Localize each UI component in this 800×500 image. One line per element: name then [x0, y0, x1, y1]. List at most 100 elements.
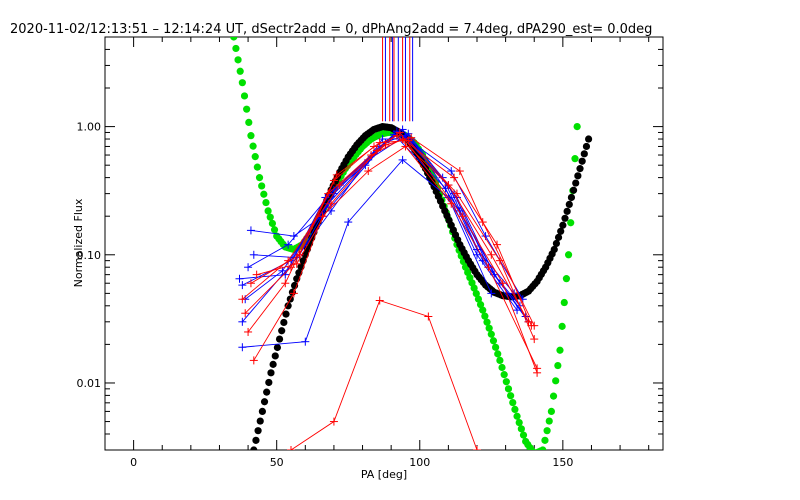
y-axis-label: Normalized Flux — [72, 198, 85, 287]
chart-title: 2020-11-02/12:13:51 – 12:14:24 UT, dSect… — [10, 22, 652, 37]
green-model-point — [253, 163, 261, 171]
red-6-point — [498, 279, 507, 288]
red-4-point — [484, 263, 493, 272]
green-model-point — [249, 142, 257, 150]
blue-5-point — [398, 155, 407, 164]
green-model-point — [489, 337, 498, 345]
red-outlier-point — [329, 417, 338, 426]
black-model-point — [572, 179, 580, 187]
red-3-point — [530, 335, 539, 344]
red-6-point — [372, 146, 381, 155]
green-model-point — [245, 118, 253, 127]
red-5-point — [478, 218, 487, 227]
red-5-point — [238, 295, 247, 304]
green-model-point — [479, 306, 487, 314]
green-model-point — [483, 318, 491, 326]
red-1-point — [241, 309, 250, 318]
green-model-point — [504, 385, 513, 393]
blue-8-point — [281, 270, 290, 279]
blue-8-point — [235, 274, 244, 283]
green-model-point — [492, 343, 500, 351]
x-tick-label: 50 — [270, 456, 284, 469]
green-model-point — [243, 105, 251, 113]
black-model-point — [278, 327, 286, 335]
green-model-point — [543, 427, 551, 435]
green-model-point — [571, 155, 579, 163]
black-model-point — [550, 245, 558, 254]
green-model-point — [507, 392, 515, 400]
red-6-point — [327, 199, 336, 208]
red-outlier-point — [473, 446, 481, 450]
red-outlier-point — [424, 312, 433, 321]
y-tick-label: 0.01 — [77, 377, 102, 390]
y-tick-label: 1.00 — [77, 121, 102, 134]
red-3-point — [375, 138, 384, 147]
green-model-point — [270, 226, 279, 234]
red-2-line — [247, 138, 532, 333]
red-4-point — [249, 356, 258, 365]
black-model-point — [275, 335, 284, 343]
black-model-point — [269, 360, 277, 368]
red-1-point — [444, 181, 453, 190]
black-model-point — [554, 233, 563, 241]
green-model-point — [515, 418, 523, 427]
black-model-point — [580, 150, 588, 158]
green-model-point — [251, 153, 259, 161]
blue-8-point — [513, 306, 522, 315]
green-model-point — [556, 346, 564, 354]
black-model-point — [582, 142, 591, 151]
black-model-point — [263, 388, 271, 396]
red-3-line — [250, 139, 535, 340]
black-model-point — [552, 239, 561, 248]
red-3-point — [452, 189, 461, 198]
blue-6-point — [284, 240, 293, 249]
green-model-point — [554, 361, 562, 370]
green-model-point — [502, 378, 510, 386]
y-tick-label: 0.10 — [77, 249, 102, 262]
green-model-point — [558, 322, 566, 330]
green-model-point — [240, 92, 249, 100]
black-model-point — [559, 221, 567, 229]
green-model-point — [232, 44, 240, 53]
green-model-point — [541, 436, 549, 444]
red-5-point — [381, 140, 390, 149]
green-model-point — [266, 213, 274, 221]
blue-7-point — [455, 206, 464, 215]
blue-5-point — [487, 289, 496, 298]
red-outlier-point — [375, 296, 384, 305]
red-5-point — [455, 167, 464, 176]
green-model-point — [545, 417, 553, 425]
green-model-point — [485, 324, 493, 332]
black-model-point — [284, 302, 292, 310]
red-3-point — [332, 170, 341, 179]
green-model-point — [567, 219, 575, 227]
green-model-point — [564, 251, 573, 259]
black-model-point — [567, 193, 576, 202]
red-6-point — [395, 128, 404, 137]
blue-3-point — [238, 317, 247, 326]
black-model-point — [260, 398, 269, 406]
green-model-point — [234, 56, 242, 64]
green-model-point — [500, 371, 508, 379]
green-model-point — [474, 295, 483, 303]
blue-8-point — [473, 250, 481, 259]
black-model-point — [265, 378, 273, 387]
black-model-point — [563, 207, 571, 215]
red-3-point — [495, 256, 504, 265]
blue-4-point — [246, 226, 255, 235]
red-1-point — [487, 250, 496, 259]
green-model-point — [255, 174, 264, 182]
black-model-point — [252, 436, 260, 444]
green-model-point — [472, 289, 480, 298]
green-model-point — [562, 275, 571, 283]
red-6-point — [533, 368, 542, 377]
red-6-point — [458, 212, 467, 221]
red-5-point — [407, 133, 416, 142]
red-2-point — [450, 173, 459, 182]
red-5-point — [335, 181, 344, 190]
blue-5-point — [301, 337, 310, 346]
green-model-point — [476, 301, 485, 309]
black-model-point — [273, 343, 282, 352]
red-4-point — [289, 289, 298, 298]
